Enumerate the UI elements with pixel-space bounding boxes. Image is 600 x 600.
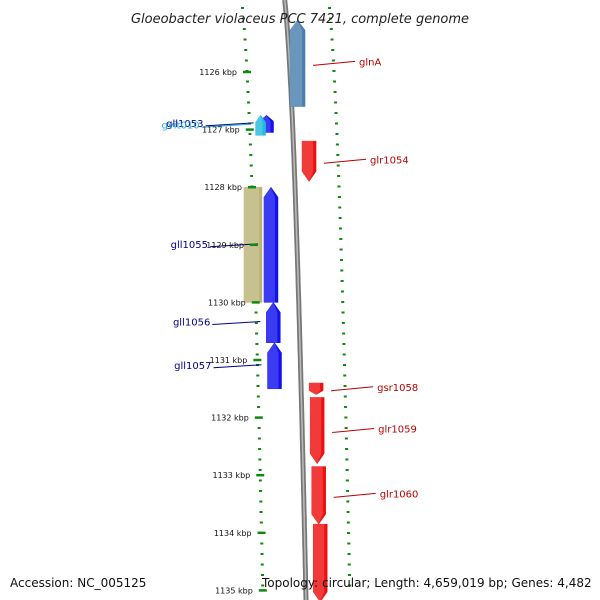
glr1059-gene-arrow xyxy=(309,397,325,465)
gene-arrow-shine xyxy=(263,187,275,303)
gene-label-leader xyxy=(213,364,262,369)
unlabeled-gene-arrow xyxy=(312,523,328,600)
tick-label: 1135 kbp xyxy=(215,586,253,595)
gene-label-leader xyxy=(201,123,250,128)
gene-arrow-shine xyxy=(310,397,322,464)
gene-arrow-shine xyxy=(311,466,323,525)
gene-label: gll1053 xyxy=(166,119,203,130)
gvit010-gene-arrow xyxy=(255,114,266,136)
glnA-gene-arrow xyxy=(289,19,306,107)
tick-row-right xyxy=(328,7,352,587)
tick-label: 1132 kbp xyxy=(211,414,249,423)
gene-label-leader xyxy=(212,321,261,326)
tick-label: 1129 kbp xyxy=(206,241,244,250)
gene-label-leader xyxy=(205,122,254,127)
gene-label: gsr1058 xyxy=(377,383,418,394)
gene-arrow-shine xyxy=(266,302,278,343)
gene-arrow-shine xyxy=(302,141,314,182)
gll1056-gene-arrow xyxy=(266,301,281,343)
gll1057-gene-arrow xyxy=(267,342,282,390)
tick-label: 1128 kbp xyxy=(204,183,242,192)
gene-label: glr1060 xyxy=(380,489,419,500)
gene-label-leader xyxy=(312,60,356,66)
tick-label: 1126 kbp xyxy=(199,68,237,77)
gll1055-gene-arrow xyxy=(263,186,279,303)
axis-labels: 1126 kbp 1127 kbp 1128 kbp 1129 kbp 1130 kbp… xyxy=(199,68,267,595)
tick-label: 1134 kbp xyxy=(214,529,252,538)
gene-label: gll1057 xyxy=(174,361,211,372)
tick-label: 1130 kbp xyxy=(208,298,246,307)
tick-label: 1127 kbp xyxy=(202,126,240,135)
gene-arrow-shine xyxy=(255,115,263,136)
gene-arrow-shine xyxy=(313,524,325,600)
gene-features xyxy=(243,19,328,600)
tick-label: 1131 kbp xyxy=(210,356,248,365)
gsr1058-gene-arrow xyxy=(308,382,324,395)
glr1060-gene-arrow xyxy=(311,466,326,525)
gene-label-leader xyxy=(331,386,374,392)
gene-arrow-shine xyxy=(267,342,279,389)
tick-label: 1133 kbp xyxy=(213,471,251,480)
gene-label: gll1056 xyxy=(173,318,210,329)
gene-label: gvit010 xyxy=(162,120,200,131)
gene-label: glr1054 xyxy=(370,155,409,166)
gene-label-leader xyxy=(332,428,375,434)
map-title: Gloeobacter violaceus PCC 7421, complete… xyxy=(131,12,469,27)
glr1054-gene-arrow xyxy=(301,140,317,182)
genome-summary-text: Topology: circular; Length: 4,659,019 bp… xyxy=(261,576,592,590)
gene-arrow-shine xyxy=(290,20,303,107)
gene-label-leader xyxy=(333,492,376,498)
gene-arrow-shine xyxy=(309,383,321,395)
gene-label-leader xyxy=(324,158,367,164)
accession-text: Accession: NC_005125 xyxy=(10,576,146,590)
gene-label: glnA xyxy=(359,57,381,68)
gene-label: glr1059 xyxy=(378,425,417,436)
gene-label: gll1055 xyxy=(171,240,208,251)
